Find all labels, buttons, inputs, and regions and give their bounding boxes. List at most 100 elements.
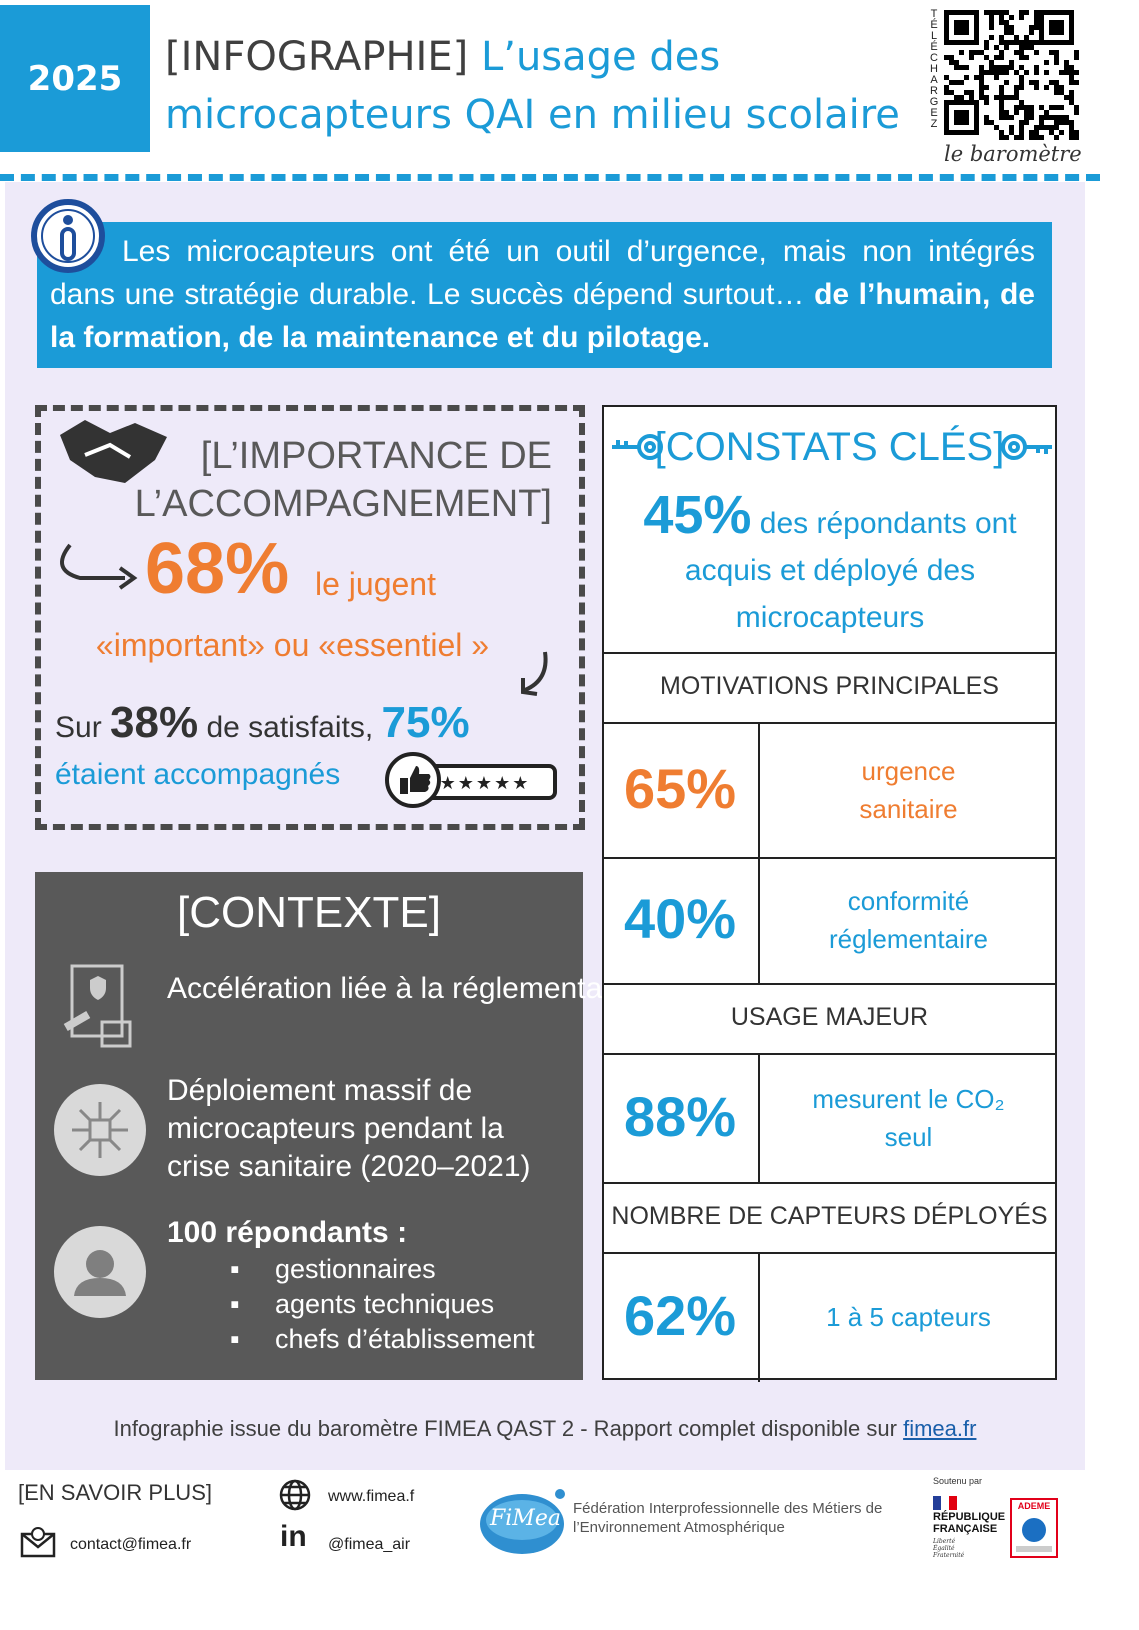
qr-module — [1034, 40, 1039, 45]
section-title: [CONTEXTE] — [176, 888, 442, 937]
qr-module — [1019, 130, 1024, 135]
qr-module — [1034, 50, 1039, 55]
qr-module — [999, 110, 1004, 115]
qr-module — [949, 80, 954, 85]
qr-module — [1024, 40, 1029, 45]
qr-code[interactable] — [944, 10, 1080, 140]
qr-module — [999, 20, 1004, 25]
qr-module — [1049, 105, 1054, 110]
column-border — [758, 857, 760, 983]
stat-text: des répondants ont acquis et déployé des… — [684, 507, 1017, 634]
email[interactable]: contact@fimea.fr — [70, 1536, 192, 1553]
qr-module — [1059, 85, 1064, 90]
title-line: [L’IMPORTANCE DE — [200, 435, 552, 477]
qr-module — [1039, 105, 1044, 110]
stat: 68% — [145, 529, 290, 609]
qr-module — [1074, 55, 1079, 60]
stat-label: urgence sanitaire — [859, 755, 958, 824]
headline-stat: 45% des répondants ont acquis et déployé… — [615, 488, 1045, 641]
fimea-logo-shape — [480, 1489, 565, 1554]
linkedin[interactable]: @fimea_air — [328, 1536, 411, 1553]
website[interactable]: www.fimea.f — [328, 1488, 415, 1505]
title-line: microcapteurs QAI en milieu scolaire — [165, 92, 900, 138]
qr-module — [1024, 115, 1029, 120]
qr-module — [1029, 105, 1034, 110]
qr-module — [1064, 60, 1069, 65]
qr-module — [999, 90, 1004, 95]
qr-module — [989, 120, 994, 125]
section-heading: MOTIVATIONS PRINCIPALES — [660, 672, 999, 700]
qr-module — [1004, 30, 1009, 35]
stat-value: 88% — [623, 1084, 737, 1148]
row-border — [602, 652, 1057, 654]
qr-module — [1034, 10, 1039, 15]
qr-module — [979, 65, 984, 70]
qr-module — [1004, 95, 1009, 100]
row-border — [602, 1252, 1057, 1254]
qr-module — [1019, 125, 1024, 130]
more-info: [EN SAVOIR PLUS] — [18, 1480, 212, 1505]
qr-module — [1064, 120, 1069, 125]
qr-module — [1054, 135, 1059, 140]
qr-module — [999, 115, 1004, 120]
qr-module — [1049, 20, 1064, 35]
qr-module — [1044, 70, 1049, 75]
qr-module — [969, 95, 974, 100]
key-icon — [1001, 434, 1052, 460]
qr-module — [1074, 130, 1079, 135]
year-badge: 2025 — [0, 5, 150, 152]
qr-module — [949, 90, 954, 95]
qr-module — [1024, 45, 1029, 50]
qr-module — [1064, 65, 1069, 70]
qr-module — [1014, 50, 1019, 55]
qr-module — [1034, 70, 1039, 75]
qr-module — [1029, 110, 1034, 115]
qr-module — [1019, 85, 1024, 90]
qr-module — [989, 65, 994, 70]
qr-module — [1019, 10, 1024, 15]
qr-module — [1004, 80, 1009, 85]
text: Sur — [55, 711, 102, 744]
list-item: gestionnaires — [230, 1252, 535, 1287]
title-prefix: [INFOGRAPHIE] — [165, 34, 469, 80]
curved-arrow — [521, 651, 548, 696]
qr-module — [1009, 95, 1014, 100]
qr-module — [1029, 80, 1034, 85]
qr-module — [944, 75, 949, 80]
qr-caption: le baromètre — [944, 142, 1082, 166]
qr-module — [1019, 15, 1024, 20]
qr-module — [999, 130, 1004, 135]
qr-module — [1049, 50, 1054, 55]
qr-module — [1074, 50, 1079, 55]
section-heading: NOMBRE DE CAPTEURS DÉPLOYÉS — [611, 1202, 1048, 1230]
qr-module — [1074, 70, 1079, 75]
context-item: Déploiement massif de microcapteurs pend… — [167, 1074, 531, 1183]
qr-module — [1009, 65, 1014, 70]
linkedin-icon: in — [280, 1520, 307, 1553]
qr-module — [1004, 40, 1009, 45]
organisation: Fédération Interprofessionnelle des Méti… — [573, 1500, 883, 1536]
qr-module — [1029, 130, 1034, 135]
row-border — [602, 722, 1057, 724]
qr-module — [954, 110, 969, 125]
qr-module — [984, 70, 989, 75]
row-border — [602, 983, 1057, 985]
satisfaction-line: Sur 38% de satisfaits, 75% — [55, 698, 470, 748]
key-icon — [612, 434, 663, 460]
row-border — [602, 857, 1057, 859]
qr-module — [1069, 65, 1074, 70]
qr-module — [969, 55, 974, 60]
qr-module — [1019, 75, 1024, 80]
qr-module — [989, 25, 994, 30]
qr-module — [979, 70, 984, 75]
stat-value: 62% — [623, 1284, 737, 1347]
qr-module — [1069, 95, 1074, 100]
source-link[interactable]: fimea.fr — [903, 1416, 977, 1441]
qr-module — [999, 10, 1004, 15]
qr-module — [994, 70, 999, 75]
qr-module — [1004, 135, 1009, 140]
qr-module — [989, 20, 994, 25]
qr-module — [959, 80, 964, 85]
list-item: agents techniques — [230, 1287, 535, 1322]
quote: «important» ou «essentiel » — [95, 627, 490, 663]
